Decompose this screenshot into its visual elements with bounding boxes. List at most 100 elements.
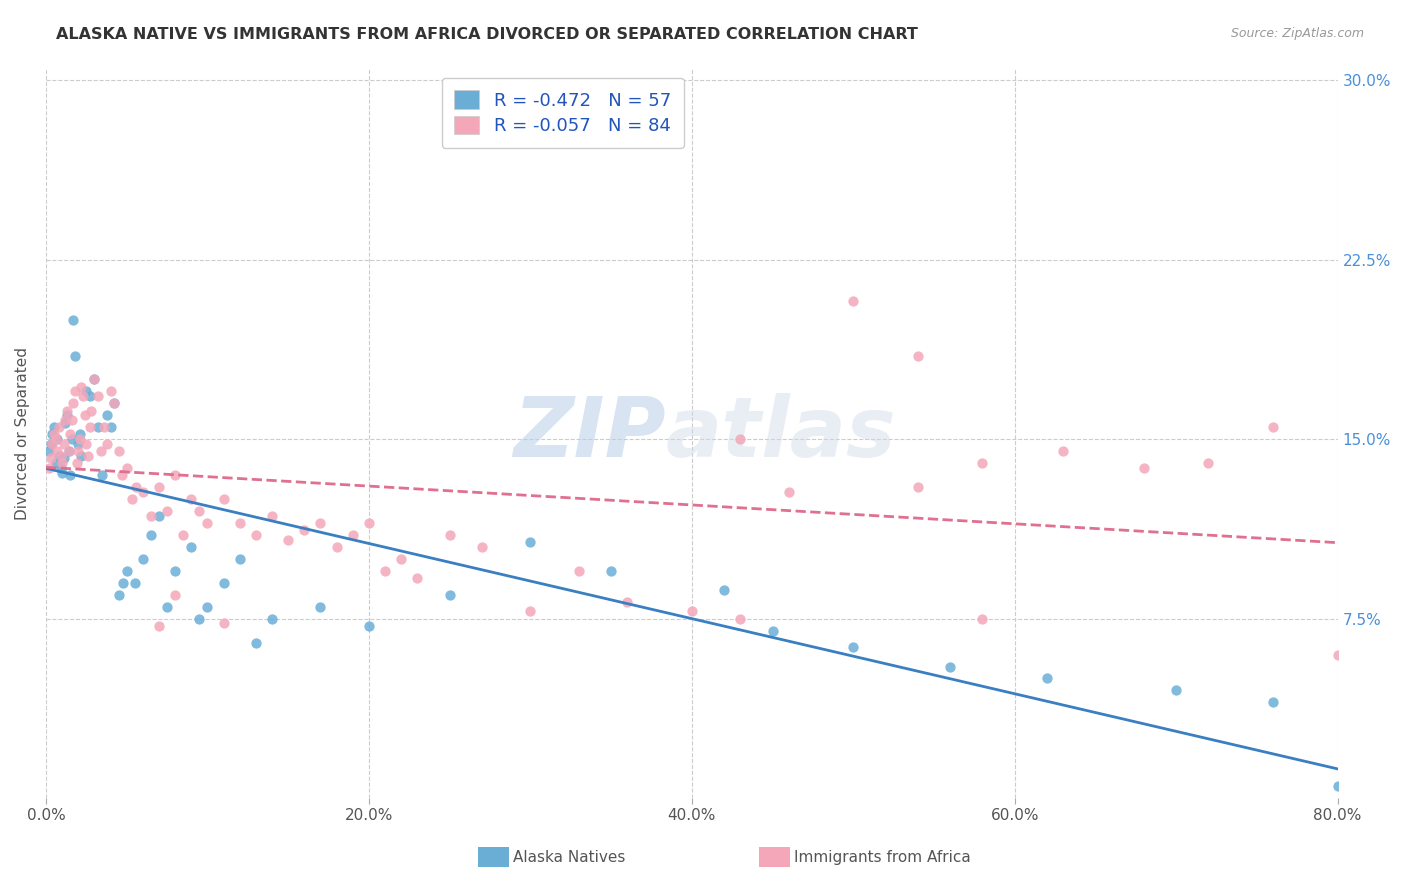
Point: [56, 409, 79, 423]
Point: [38, 444, 60, 458]
Point: [439, 528, 461, 542]
Point: [245, 635, 267, 649]
Point: [121, 491, 143, 506]
Point: [778, 484, 800, 499]
Point: [51, 466, 73, 480]
Text: ALASKA NATIVE VS IMMIGRANTS FROM AFRICA DIVORCED OR SEPARATED CORRELATION CHART: ALASKA NATIVE VS IMMIGRANTS FROM AFRICA …: [56, 27, 918, 42]
Point: [112, 575, 135, 590]
Point: [148, 619, 170, 633]
Point: [42, 420, 65, 434]
Point: [1261, 420, 1284, 434]
Point: [325, 540, 347, 554]
Point: [728, 432, 751, 446]
Point: [357, 619, 380, 633]
Point: [49, 461, 72, 475]
Point: [60, 432, 83, 446]
Point: [86, 389, 108, 403]
Text: ZIP: ZIP: [513, 392, 666, 474]
Point: [245, 528, 267, 542]
Point: [165, 588, 187, 602]
Point: [41, 427, 63, 442]
Point: [600, 564, 623, 578]
Point: [148, 508, 170, 523]
Point: [45, 456, 67, 470]
Point: [67, 444, 90, 458]
Point: [132, 484, 155, 499]
Point: [568, 564, 591, 578]
Point: [69, 432, 91, 446]
Point: [39, 437, 62, 451]
Point: [41, 437, 63, 451]
Point: [148, 480, 170, 494]
Text: atlas: atlas: [666, 392, 897, 474]
Point: [96, 409, 118, 423]
Point: [83, 372, 105, 386]
Point: [180, 540, 202, 554]
Legend: R = -0.472   N = 57, R = -0.057   N = 84: R = -0.472 N = 57, R = -0.057 N = 84: [441, 78, 683, 148]
Point: [66, 456, 89, 470]
Point: [1261, 695, 1284, 709]
Point: [197, 516, 219, 530]
Point: [96, 437, 118, 451]
Point: [681, 605, 703, 619]
Point: [53, 416, 76, 430]
Point: [260, 508, 283, 523]
Point: [79, 389, 101, 403]
Point: [309, 516, 332, 530]
Point: [172, 528, 194, 542]
Point: [292, 523, 315, 537]
Point: [212, 491, 235, 506]
Point: [52, 437, 75, 451]
Point: [86, 420, 108, 434]
Point: [46, 432, 69, 446]
Point: [188, 504, 211, 518]
Point: [111, 468, 134, 483]
Point: [53, 413, 76, 427]
Point: [389, 552, 412, 566]
Point: [58, 444, 80, 458]
Point: [70, 449, 93, 463]
Point: [374, 564, 396, 578]
Point: [907, 480, 929, 494]
Point: [67, 437, 90, 451]
Point: [100, 420, 122, 434]
Point: [972, 456, 994, 470]
Point: [188, 612, 211, 626]
Point: [1133, 461, 1156, 475]
Point: [115, 461, 138, 475]
Text: Alaska Natives: Alaska Natives: [513, 850, 626, 864]
Point: [38, 461, 60, 475]
Point: [616, 595, 638, 609]
Point: [42, 427, 65, 442]
Text: Source: ZipAtlas.com: Source: ZipAtlas.com: [1230, 27, 1364, 40]
Point: [132, 552, 155, 566]
Point: [45, 432, 67, 446]
Point: [1036, 672, 1059, 686]
Point: [439, 588, 461, 602]
Point: [49, 449, 72, 463]
Point: [115, 564, 138, 578]
Point: [165, 564, 187, 578]
Point: [69, 427, 91, 442]
Point: [260, 612, 283, 626]
Point: [75, 384, 97, 399]
Point: [939, 659, 962, 673]
Point: [83, 372, 105, 386]
Point: [52, 451, 75, 466]
Point: [107, 444, 129, 458]
Point: [471, 540, 494, 554]
Point: [519, 535, 541, 549]
Point: [1052, 444, 1074, 458]
Point: [125, 480, 148, 494]
Point: [842, 640, 865, 655]
Point: [107, 588, 129, 602]
Point: [93, 420, 115, 434]
Point: [51, 456, 73, 470]
Point: [406, 571, 429, 585]
Point: [60, 413, 83, 427]
Point: [48, 449, 70, 463]
Point: [46, 444, 69, 458]
Point: [228, 552, 250, 566]
Point: [58, 444, 80, 458]
Point: [228, 516, 250, 530]
